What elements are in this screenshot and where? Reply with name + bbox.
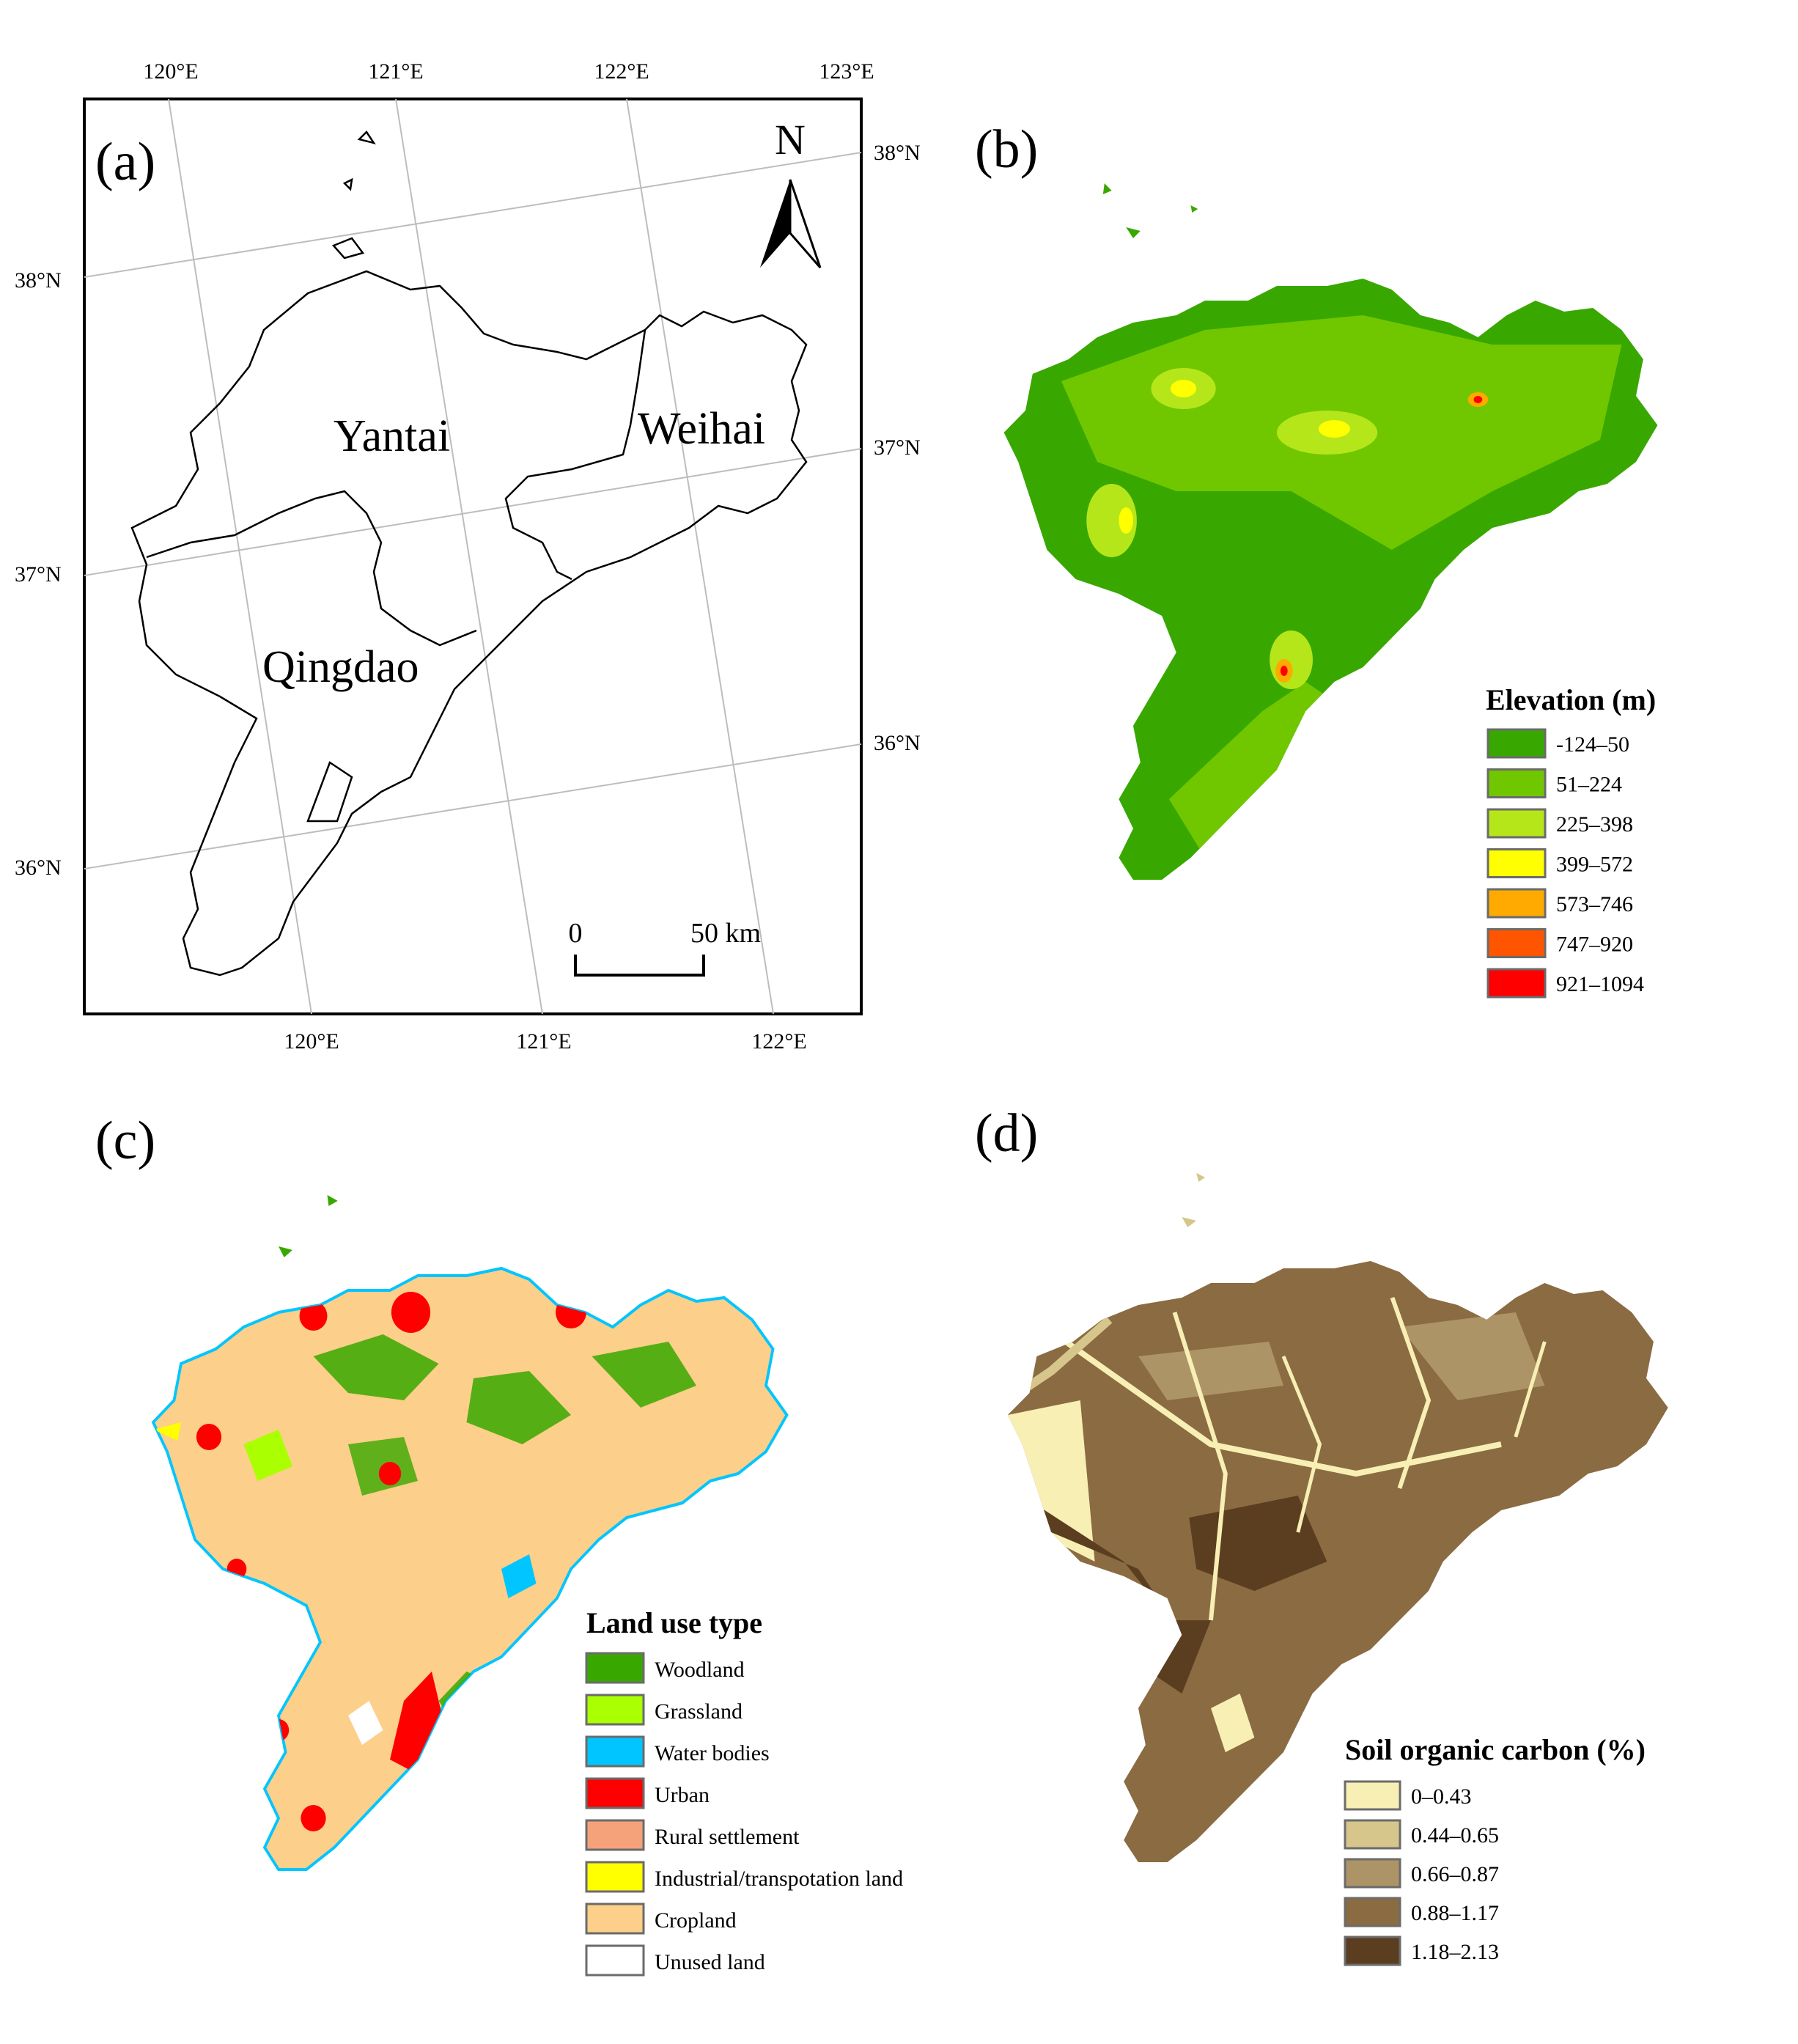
legend-label: Woodland <box>655 1658 745 1682</box>
top-lon-tick: 123°E <box>819 59 874 84</box>
legend-label: 921–1094 <box>1556 972 1644 996</box>
legend-label: 225–398 <box>1556 812 1633 837</box>
right-lat-tick: 36°N <box>874 731 921 755</box>
legend-label: 573–746 <box>1556 892 1633 916</box>
legend-swatch <box>1344 1897 1401 1927</box>
legend-label: Unused land <box>655 1950 765 1974</box>
left-lat-tick: 36°N <box>15 856 62 880</box>
legend-swatch <box>1486 928 1547 958</box>
bottom-lon-tick: 120°E <box>284 1029 339 1054</box>
legend-swatch <box>1486 848 1547 878</box>
panel-a-label: (a) <box>95 132 155 192</box>
land-use-legend: Woodland Grassland Water bodies Urban Rural … <box>585 1652 903 1977</box>
panel-d: (d) Soil organic carbon (%) <box>975 1103 1668 1966</box>
legend-label: Industrial/transpotation land <box>655 1867 903 1891</box>
legend-label: Cropland <box>655 1908 737 1933</box>
legend-swatch <box>585 1694 645 1726</box>
legend-swatch <box>1486 768 1547 798</box>
elevation-legend-title: Elevation (m) <box>1486 683 1656 716</box>
graticule <box>84 98 862 1015</box>
legend-label: Urban <box>655 1783 710 1807</box>
panel-b-label: (b) <box>975 120 1038 180</box>
legend-swatch <box>1344 1858 1401 1889</box>
legend-label: 0–0.43 <box>1411 1784 1472 1809</box>
legend-swatch <box>585 1861 645 1893</box>
right-lat-tick: 38°N <box>874 141 921 165</box>
legend-label: -124–50 <box>1556 732 1629 757</box>
elevation-legend: -124–50 51–224 225–398 399–572 573–746 747–92… <box>1486 728 1644 999</box>
legend-swatch <box>585 1819 645 1851</box>
left-lat-tick: 38°N <box>15 268 62 293</box>
legend-label: 0.66–0.87 <box>1411 1862 1499 1886</box>
legend-swatch <box>1344 1780 1401 1811</box>
land-use-map <box>152 1195 789 1871</box>
legend-swatch <box>585 1944 645 1977</box>
legend-swatch <box>1486 968 1547 999</box>
left-lat-tick: 37°N <box>15 562 62 587</box>
panel-d-label: (d) <box>975 1103 1038 1163</box>
legend-label: 51–224 <box>1556 773 1622 797</box>
coastline <box>130 130 808 977</box>
city-label-yantai: Yantai <box>334 411 450 461</box>
top-lon-tick: 121°E <box>368 59 423 84</box>
panel-a: N (a) 120°E 121°E 122°E 123°E 120°E 121°… <box>15 59 921 1054</box>
scale-zero: 0 <box>569 918 583 949</box>
land-use-legend-title: Land use type <box>586 1606 762 1639</box>
legend-label: 747–920 <box>1556 933 1633 957</box>
legend-label: 0.44–0.65 <box>1411 1823 1499 1848</box>
top-lon-tick: 120°E <box>143 59 198 84</box>
legend-swatch <box>585 1777 645 1809</box>
top-lon-tick: 122°E <box>594 59 649 84</box>
bottom-lon-tick: 122°E <box>751 1029 806 1054</box>
legend-label: 399–572 <box>1556 853 1633 877</box>
bottom-lon-tick: 121°E <box>516 1029 571 1054</box>
legend-label: 0.88–1.17 <box>1411 1901 1499 1925</box>
legend-label: 1.18–2.13 <box>1411 1940 1499 1964</box>
legend-swatch <box>1344 1819 1401 1850</box>
city-label-weihai: Weihai <box>638 404 765 454</box>
legend-label: Rural settlement <box>655 1825 800 1849</box>
scale-end: 50 km <box>690 918 761 949</box>
elevation-map <box>1003 183 1658 880</box>
legend-swatch <box>585 1735 645 1768</box>
legend-label: Water bodies <box>655 1741 770 1765</box>
north-arrow-icon <box>760 179 822 268</box>
legend-swatch <box>1486 808 1547 839</box>
legend-swatch <box>1486 728 1547 759</box>
soil-carbon-legend: 0–0.43 0.44–0.65 0.66–0.87 0.88–1.17 1.18–2.… <box>1344 1780 1499 1966</box>
legend-swatch <box>585 1652 645 1684</box>
right-lat-tick: 37°N <box>874 435 921 460</box>
legend-label: Grassland <box>655 1699 743 1724</box>
soil-carbon-legend-title: Soil organic carbon (%) <box>1345 1733 1646 1766</box>
city-label-qingdao: Qingdao <box>262 642 419 692</box>
map-frame <box>83 98 863 1015</box>
legend-swatch <box>1486 888 1547 919</box>
panel-c: (c) <box>95 1111 903 1977</box>
scale-bar <box>574 955 705 977</box>
north-label: N <box>775 116 806 163</box>
panel-c-label: (c) <box>95 1111 155 1171</box>
legend-swatch <box>1344 1935 1401 1966</box>
legend-swatch <box>585 1903 645 1935</box>
